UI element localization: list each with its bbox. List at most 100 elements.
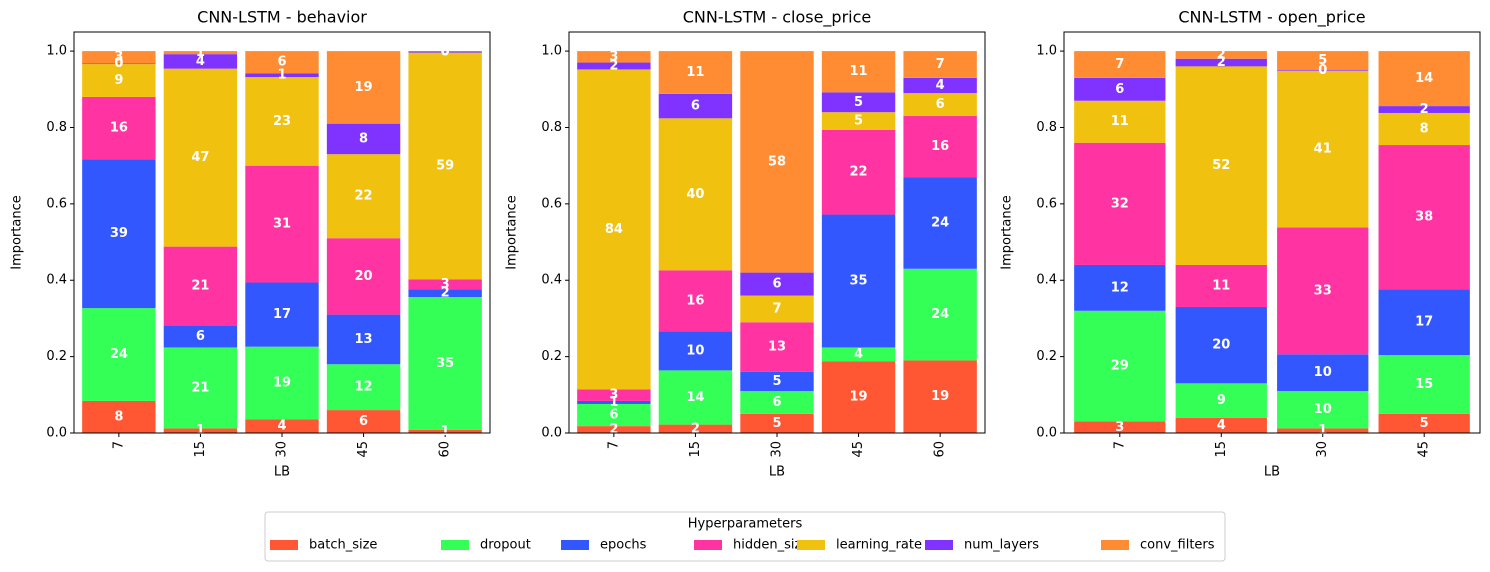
value-label: 35 bbox=[436, 356, 454, 371]
value-label: 4 bbox=[277, 419, 286, 434]
y-tick-label: 0.8 bbox=[541, 120, 562, 135]
value-label: 16 bbox=[931, 139, 949, 154]
value-label: 22 bbox=[850, 165, 868, 180]
value-label: 1 bbox=[277, 68, 286, 83]
y-axis-label: Importance bbox=[1000, 195, 1015, 270]
value-label: 19 bbox=[850, 390, 868, 405]
x-tick-label: 15 bbox=[688, 441, 703, 458]
legend-swatch bbox=[925, 540, 953, 550]
y-tick-label: 0.8 bbox=[46, 120, 67, 135]
legend-label: num_layers bbox=[964, 538, 1039, 553]
value-label: 84 bbox=[605, 222, 623, 237]
value-label: 5 bbox=[854, 113, 863, 128]
x-tick-label: 7 bbox=[606, 441, 621, 449]
value-label: 23 bbox=[273, 114, 291, 129]
value-label: 1 bbox=[441, 424, 450, 439]
value-label: 5 bbox=[1318, 53, 1327, 68]
x-tick-label: 15 bbox=[193, 441, 208, 458]
value-label: 6 bbox=[772, 395, 781, 410]
value-label: 5 bbox=[1420, 416, 1429, 431]
value-label: 7 bbox=[1115, 57, 1124, 72]
value-label: 11 bbox=[1212, 278, 1230, 293]
y-tick-label: 0.2 bbox=[541, 349, 562, 364]
value-label: 6 bbox=[196, 329, 205, 344]
value-label: 40 bbox=[686, 187, 704, 202]
value-label: 47 bbox=[191, 150, 209, 165]
y-tick-label: 0.8 bbox=[1036, 120, 1057, 135]
value-label: 20 bbox=[1212, 338, 1230, 353]
x-tick-label: 15 bbox=[1214, 441, 1229, 458]
y-tick-label: 0.4 bbox=[541, 273, 562, 288]
legend-label: learning_rate bbox=[836, 538, 922, 553]
value-label: 29 bbox=[1111, 359, 1129, 374]
y-tick-label: 0.0 bbox=[541, 426, 562, 441]
value-label: 13 bbox=[768, 340, 786, 355]
legend-swatch bbox=[797, 540, 825, 550]
value-label: 10 bbox=[686, 343, 704, 358]
value-label: 4 bbox=[936, 78, 945, 93]
x-axis-label: LB bbox=[769, 465, 785, 480]
legend-swatch bbox=[270, 540, 298, 550]
y-tick-label: 1.0 bbox=[541, 44, 562, 59]
value-label: 10 bbox=[1314, 402, 1332, 417]
value-label: 14 bbox=[686, 390, 704, 405]
y-tick-label: 0.6 bbox=[541, 196, 562, 211]
value-label: 19 bbox=[931, 389, 949, 404]
value-label: 6 bbox=[359, 414, 368, 429]
x-axis-label: LB bbox=[274, 465, 290, 480]
value-label: 2 bbox=[691, 421, 700, 436]
value-label: 4 bbox=[854, 347, 863, 362]
value-label: 12 bbox=[355, 380, 373, 395]
value-label: 5 bbox=[772, 416, 781, 431]
value-label: 19 bbox=[355, 80, 373, 95]
legend-title: Hyperparameters bbox=[688, 517, 803, 532]
value-label: 33 bbox=[1314, 283, 1332, 298]
x-tick-label: 45 bbox=[356, 441, 371, 458]
legend-label: dropout bbox=[480, 538, 531, 553]
value-label: 6 bbox=[277, 55, 286, 70]
legend-swatch bbox=[441, 540, 469, 550]
value-label: 7 bbox=[936, 57, 945, 72]
value-label: 2 bbox=[1217, 47, 1226, 62]
value-label: 4 bbox=[1217, 418, 1226, 433]
value-label: 19 bbox=[273, 375, 291, 390]
x-tick-label: 30 bbox=[1315, 441, 1330, 458]
x-tick-label: 30 bbox=[275, 441, 290, 458]
value-label: 11 bbox=[1111, 114, 1129, 129]
value-label: 13 bbox=[355, 332, 373, 347]
legend-swatch bbox=[1101, 540, 1129, 550]
value-label: 39 bbox=[110, 226, 128, 241]
value-label: 32 bbox=[1111, 196, 1129, 211]
value-label: 2 bbox=[1420, 102, 1429, 117]
y-tick-label: 0.2 bbox=[46, 349, 67, 364]
value-label: 8 bbox=[114, 409, 123, 424]
value-label: 52 bbox=[1212, 158, 1230, 173]
x-tick-label: 60 bbox=[438, 441, 453, 458]
value-label: 11 bbox=[850, 64, 868, 79]
value-label: 12 bbox=[1111, 280, 1129, 295]
value-label: 5 bbox=[772, 374, 781, 389]
x-tick-label: 30 bbox=[770, 441, 785, 458]
value-label: 15 bbox=[1415, 377, 1433, 392]
y-tick-label: 0.6 bbox=[1036, 196, 1057, 211]
value-label: 3 bbox=[609, 49, 618, 64]
value-label: 8 bbox=[359, 131, 368, 146]
y-tick-label: 0.4 bbox=[46, 273, 67, 288]
value-label: 17 bbox=[273, 307, 291, 322]
value-label: 16 bbox=[110, 121, 128, 136]
value-label: 6 bbox=[1115, 82, 1124, 97]
legend-swatch bbox=[561, 540, 589, 550]
value-label: 0 bbox=[441, 44, 450, 59]
y-tick-label: 0.0 bbox=[1036, 426, 1057, 441]
value-label: 24 bbox=[931, 215, 949, 230]
value-label: 59 bbox=[436, 159, 454, 174]
value-label: 21 bbox=[191, 380, 209, 395]
value-label: 20 bbox=[355, 269, 373, 284]
value-label: 35 bbox=[850, 274, 868, 289]
x-tick-label: 45 bbox=[851, 441, 866, 458]
x-tick-label: 45 bbox=[1417, 441, 1432, 458]
value-label: 7 bbox=[772, 301, 781, 316]
value-label: 6 bbox=[936, 97, 945, 112]
x-tick-label: 7 bbox=[1112, 441, 1127, 449]
